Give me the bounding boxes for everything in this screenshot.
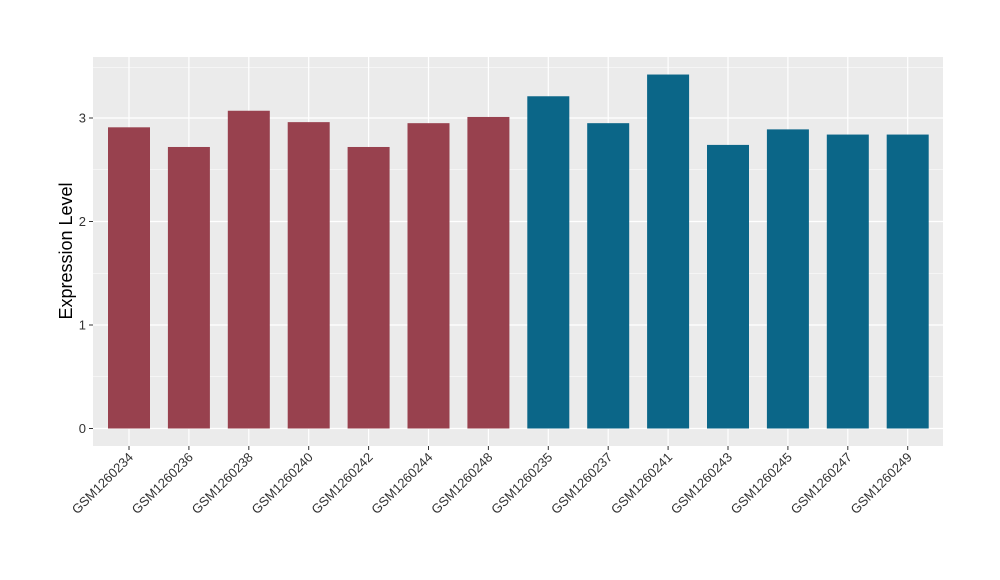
- bar-GSM1260243: [707, 144, 749, 429]
- x-tick-label: GSM1260238: [189, 450, 256, 517]
- x-tick-label: GSM1260242: [308, 450, 375, 517]
- x-tick-label: GSM1260241: [608, 450, 675, 517]
- y-tick-label: 3: [79, 111, 86, 126]
- x-tick-label: GSM1260244: [368, 450, 435, 517]
- bar-GSM1260241: [647, 74, 690, 429]
- bar-GSM1260242: [347, 146, 390, 429]
- y-tick-label: 2: [79, 214, 86, 229]
- x-tick-label: GSM1260248: [428, 450, 495, 517]
- bar-GSM1260248: [467, 116, 510, 429]
- y-axis-title: Expression Level: [56, 182, 76, 319]
- bar-GSM1260247: [826, 134, 869, 429]
- bar-GSM1260236: [167, 146, 210, 429]
- y-tick-label: 1: [79, 318, 86, 333]
- x-axis: GSM1260234GSM1260236GSM1260238GSM1260240…: [69, 446, 915, 517]
- x-tick-label: GSM1260243: [668, 450, 735, 517]
- bar-GSM1260237: [587, 123, 630, 429]
- bar-GSM1260244: [407, 123, 450, 429]
- x-tick-label: GSM1260235: [488, 450, 555, 517]
- x-tick-label: GSM1260249: [847, 450, 914, 517]
- bar-GSM1260245: [766, 129, 809, 429]
- x-tick-label: GSM1260234: [69, 450, 136, 517]
- x-tick-label: GSM1260240: [248, 450, 315, 517]
- y-tick-label: 0: [79, 421, 86, 436]
- x-tick-label: GSM1260237: [548, 450, 615, 517]
- plot-panel: [93, 57, 943, 446]
- bar-GSM1260235: [527, 96, 570, 429]
- bar-GSM1260234: [108, 127, 150, 429]
- bars: [108, 74, 929, 429]
- x-tick-label: GSM1260245: [728, 450, 795, 517]
- x-tick-label: GSM1260236: [129, 450, 196, 517]
- y-axis: 0 1 2 3: [79, 111, 93, 436]
- x-tick-label: GSM1260247: [788, 450, 855, 517]
- bar-GSM1260240: [287, 122, 330, 429]
- bar-GSM1260238: [227, 110, 270, 429]
- bar-GSM1260249: [886, 134, 929, 429]
